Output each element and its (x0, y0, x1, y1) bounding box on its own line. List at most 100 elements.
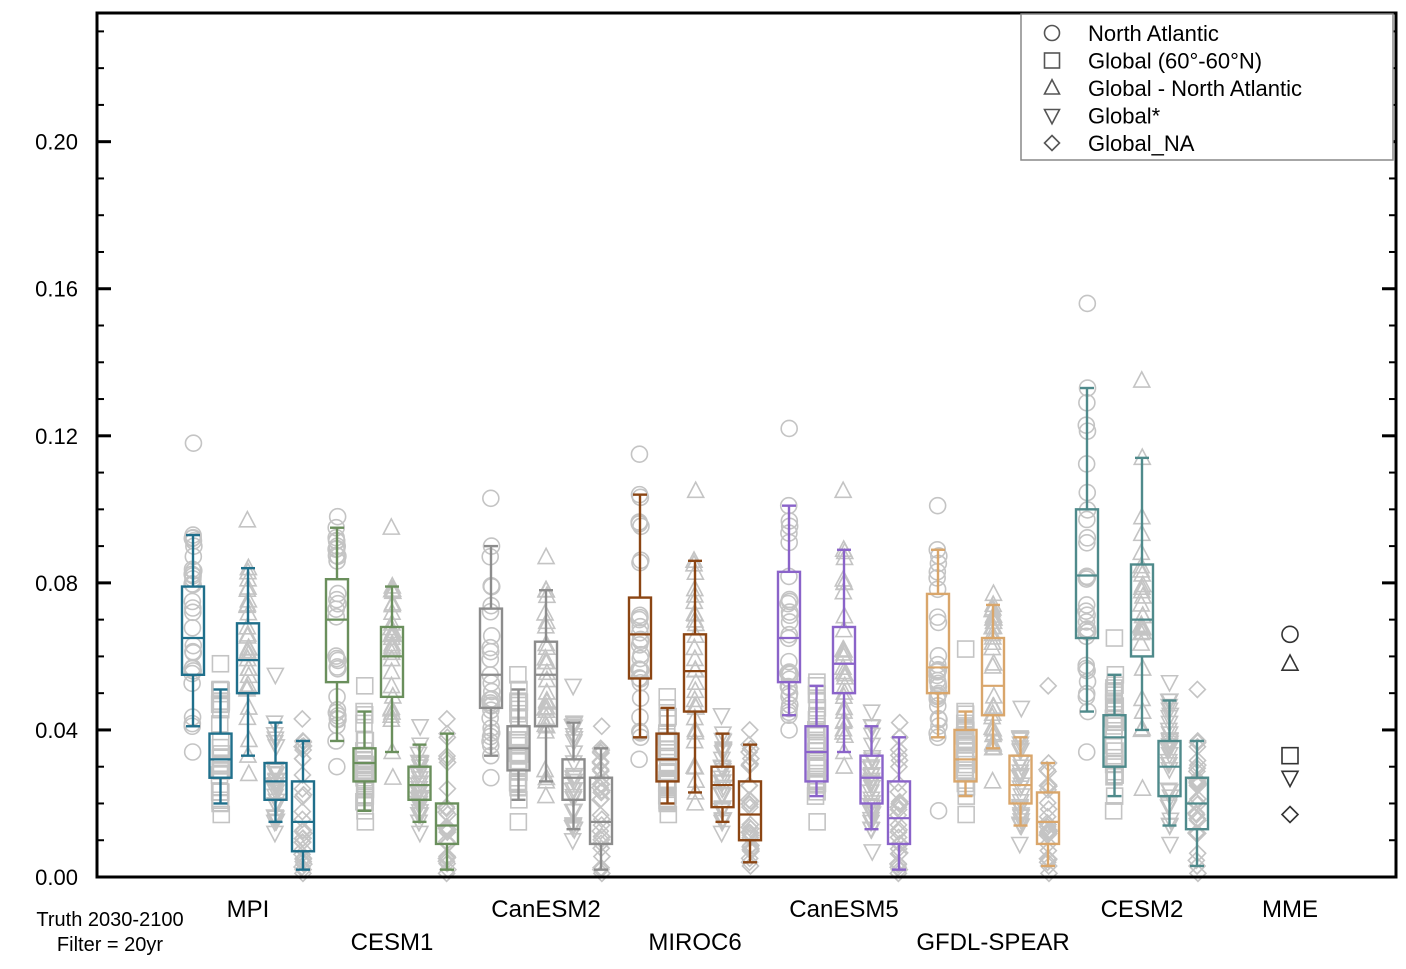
member-marker (983, 696, 1003, 714)
member-marker (537, 662, 557, 681)
member-marker (383, 767, 403, 785)
member-marker (382, 624, 401, 643)
member-marker (957, 755, 976, 774)
legend: North Atlantic Global (60°-60°N)Global - … (1020, 13, 1394, 161)
member-marker (1187, 805, 1206, 824)
member-marker (1131, 560, 1151, 578)
member-marker (780, 652, 798, 671)
member-marker (591, 821, 610, 841)
member-marker (928, 496, 947, 515)
box-miroc6-4 (737, 780, 763, 842)
member-marker (890, 794, 910, 814)
annotation: Truth 2030-2100 Filter = 20yr (36, 909, 183, 956)
member-marker (685, 680, 705, 699)
member-marker (537, 669, 557, 688)
member-marker (889, 858, 908, 877)
member-marker (685, 648, 705, 667)
member-marker (862, 775, 882, 794)
box-canesm5-0 (776, 570, 802, 684)
member-marker (630, 750, 648, 769)
mme-triangle-down-marker (1280, 770, 1300, 789)
member-marker (685, 659, 705, 678)
member-marker (1038, 853, 1057, 872)
member-marker (1078, 606, 1096, 624)
model-label-cesm1: CESM1 (351, 929, 434, 956)
box-canesm5-4 (886, 780, 912, 846)
box-cesm2-0 (1074, 508, 1100, 640)
member-marker (983, 632, 1002, 651)
box-gfdl-spear-2 (980, 636, 1006, 717)
member-marker (1039, 864, 1059, 883)
member-marker (1159, 756, 1179, 775)
member-marker (410, 789, 430, 808)
member-marker (294, 854, 313, 874)
member-marker (437, 709, 457, 729)
member-marker (1133, 778, 1152, 796)
member-marker (659, 762, 677, 781)
member-marker (1132, 580, 1152, 599)
model-label-canesm2: CanESM2 (491, 896, 600, 923)
member-marker (712, 708, 731, 726)
member-marker (329, 584, 347, 603)
member-marker (329, 651, 347, 670)
member-marker (437, 817, 456, 836)
member-marker (382, 675, 401, 694)
member-marker (1039, 850, 1058, 869)
member-marker (536, 546, 556, 565)
y-tick-label: 0.16 (35, 277, 78, 302)
box-group-cesm1 (324, 526, 460, 871)
plot-frame (95, 11, 1398, 879)
member-marker (1039, 676, 1058, 695)
member-marker (780, 590, 799, 609)
member-marker (183, 619, 202, 637)
member-marker (834, 661, 853, 680)
box-miroc6-3 (710, 765, 735, 809)
box-group-canesm2 (478, 544, 614, 871)
member-marker (807, 738, 825, 757)
member-marker (685, 637, 704, 656)
member-marker (438, 854, 457, 873)
member-marker (329, 594, 347, 613)
box-group-miroc6 (627, 493, 763, 864)
member-marker (807, 756, 825, 775)
mme-diamond-marker (1280, 805, 1300, 824)
legend-label: North Atlantic (1088, 21, 1219, 46)
member-marker (1188, 680, 1207, 699)
member-marker (382, 638, 402, 656)
box-layer (180, 386, 1300, 871)
member-marker (184, 643, 203, 662)
member-marker (834, 756, 854, 774)
box-gfdl-spear-1 (953, 728, 978, 783)
mme-square-marker (1281, 746, 1299, 765)
member-marker (889, 823, 908, 842)
box-canesm2-4 (588, 776, 614, 846)
member-marker (481, 650, 500, 668)
box-canesm5-1 (804, 725, 829, 783)
member-marker (983, 656, 1003, 674)
mme-group (1280, 625, 1300, 824)
member-marker (686, 672, 706, 690)
box-cesm1-2 (379, 625, 405, 699)
member-marker (1132, 577, 1152, 596)
member-marker (239, 763, 259, 782)
member-marker (1039, 822, 1059, 841)
member-marker (293, 779, 312, 798)
member-marker (537, 651, 557, 670)
member-marker (238, 509, 257, 528)
mme-circle-marker (1281, 625, 1299, 644)
member-marker (956, 640, 975, 658)
member-marker (1131, 633, 1151, 651)
member-marker (982, 637, 1002, 656)
box-canesm2-0 (478, 607, 504, 710)
box-mpi-2 (235, 622, 261, 695)
member-marker (861, 759, 881, 778)
box-mpi-0 (180, 585, 206, 676)
member-marker (1038, 793, 1057, 812)
member-marker (808, 813, 826, 831)
legend-label: Global_NA (1088, 131, 1195, 156)
box-group-mpi (180, 533, 316, 871)
member-marker (328, 507, 347, 526)
member-marker (265, 781, 285, 800)
member-marker (1011, 764, 1030, 783)
member-marker (659, 805, 678, 824)
